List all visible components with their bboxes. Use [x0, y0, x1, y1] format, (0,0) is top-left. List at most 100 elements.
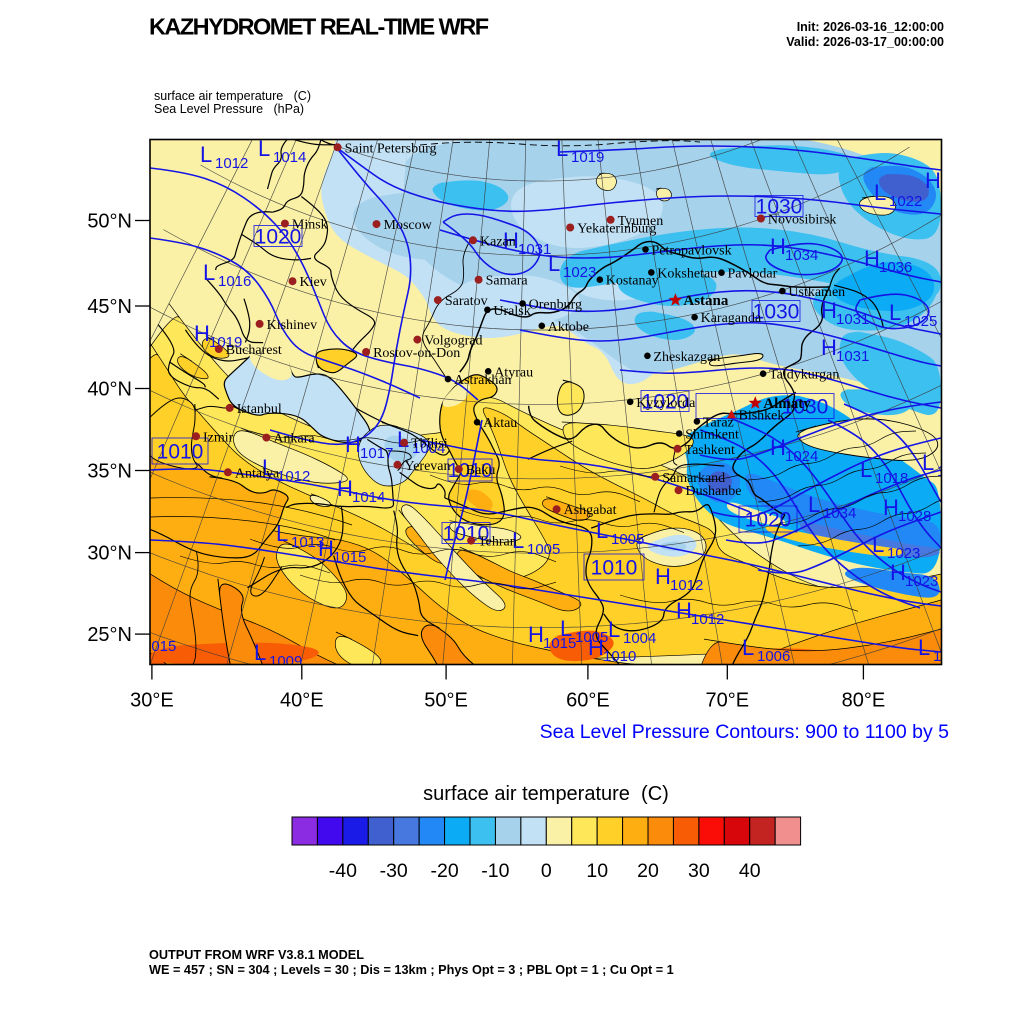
svg-text:L: L [512, 528, 524, 553]
svg-text:Saratov: Saratov [445, 294, 488, 309]
svg-text:H: H [864, 246, 880, 271]
svg-text:30: 30 [688, 860, 710, 882]
svg-text:1022: 1022 [889, 193, 922, 210]
svg-text:50°E: 50°E [424, 690, 468, 712]
svg-text:Orenburg: Orenburg [529, 298, 582, 313]
svg-text:1023: 1023 [563, 264, 596, 281]
svg-text:L: L [203, 260, 215, 285]
svg-text:Tashkent: Tashkent [685, 443, 735, 458]
svg-text:35°N: 35°N [87, 461, 132, 483]
svg-text:1015: 1015 [543, 635, 576, 652]
svg-text:Novosibirsk: Novosibirsk [768, 213, 836, 228]
svg-text:L: L [596, 518, 608, 543]
svg-text:Kazan: Kazan [480, 234, 516, 249]
svg-text:1012: 1012 [215, 155, 248, 172]
svg-text:1025: 1025 [904, 313, 937, 330]
svg-text:-40: -40 [329, 860, 357, 882]
svg-text:H: H [770, 435, 786, 460]
svg-text:H: H [655, 564, 671, 589]
svg-text:Pavlodar: Pavlodar [728, 267, 778, 282]
svg-text:1010: 1010 [157, 441, 204, 464]
svg-text:1005: 1005 [611, 531, 644, 548]
svg-text:Sea Level Pressure (hPa): Sea Level Pressure (hPa) [154, 102, 304, 116]
svg-text:Karaganda: Karaganda [701, 311, 762, 326]
svg-text:50°N: 50°N [87, 211, 132, 233]
svg-text:H: H [337, 476, 353, 501]
svg-text:L: L [258, 136, 270, 161]
svg-text:1023: 1023 [905, 573, 938, 590]
svg-text:Shimkent: Shimkent [685, 428, 739, 443]
svg-text:1030: 1030 [753, 301, 800, 324]
svg-text:Sea Level Pressure Contours: 9: Sea Level Pressure Contours: 900 to 1100… [540, 721, 950, 743]
svg-text:H: H [821, 335, 837, 360]
svg-text:1006: 1006 [757, 648, 790, 665]
svg-text:1016: 1016 [218, 273, 251, 290]
svg-text:1015: 1015 [143, 638, 176, 655]
svg-text:Kokshetau: Kokshetau [657, 266, 717, 281]
svg-text:Kiev: Kiev [300, 275, 327, 290]
svg-text:40°E: 40°E [280, 690, 324, 712]
svg-text:Ustkamen: Ustkamen [788, 285, 845, 300]
svg-text:1034: 1034 [823, 505, 856, 522]
svg-text:1031: 1031 [836, 311, 869, 328]
svg-text:Minsk: Minsk [292, 218, 328, 233]
svg-text:Antalya: Antalya [235, 466, 280, 481]
svg-text:L: L [742, 635, 754, 660]
svg-text:Saint Petersburg: Saint Petersburg [345, 141, 437, 156]
svg-text:L: L [608, 617, 620, 642]
svg-text:Aktobe: Aktobe [548, 320, 589, 335]
svg-text:Kyzylorda: Kyzylorda [636, 396, 696, 411]
svg-text:Ashgabat: Ashgabat [564, 503, 617, 518]
svg-text:1010: 1010 [603, 648, 636, 665]
svg-text:WE = 457 ; SN = 304 ; Levels =: WE = 457 ; SN = 304 ; Levels = 30 ; Dis … [149, 963, 674, 977]
svg-text:0: 0 [541, 860, 552, 882]
svg-text:45°N: 45°N [87, 296, 132, 318]
svg-text:Kishinev: Kishinev [267, 318, 318, 333]
svg-text:70°E: 70°E [706, 690, 750, 712]
svg-text:L: L [808, 492, 820, 517]
svg-text:1013: 1013 [291, 534, 324, 551]
svg-text:L: L [872, 532, 884, 557]
svg-text:Almaty: Almaty [763, 396, 811, 412]
svg-text:40: 40 [739, 860, 761, 882]
svg-text:Astana: Astana [683, 293, 729, 309]
svg-text:1028: 1028 [898, 508, 931, 525]
svg-text:H: H [503, 228, 519, 253]
svg-text:Bishkek: Bishkek [739, 409, 785, 424]
svg-text:1005: 1005 [575, 629, 608, 646]
svg-text:H: H [883, 495, 899, 520]
svg-text:Samara: Samara [486, 274, 529, 289]
svg-text:Kostanay: Kostanay [606, 274, 659, 289]
svg-text:1030: 1030 [782, 396, 829, 419]
svg-text:1023: 1023 [887, 545, 920, 562]
svg-text:L: L [889, 300, 901, 325]
svg-text:1005: 1005 [527, 541, 560, 558]
svg-text:Tyumen: Tyumen [618, 214, 664, 229]
svg-text:L: L [548, 251, 560, 276]
svg-text:1034: 1034 [785, 247, 818, 264]
svg-text:1004: 1004 [623, 630, 656, 647]
svg-text:60°E: 60°E [566, 690, 610, 712]
svg-text:1012: 1012 [277, 468, 310, 485]
svg-text:Tehran: Tehran [478, 535, 517, 550]
svg-text:1004: 1004 [412, 440, 445, 457]
svg-text:1030: 1030 [756, 196, 803, 219]
svg-text:1024: 1024 [785, 448, 818, 465]
svg-text:Aktau: Aktau [483, 416, 517, 431]
svg-text:H: H [194, 321, 210, 346]
svg-text:40°N: 40°N [87, 379, 132, 401]
svg-text:-30: -30 [380, 860, 408, 882]
svg-text:1020: 1020 [745, 509, 792, 532]
svg-text:1019: 1019 [571, 149, 604, 166]
svg-text:H: H [890, 560, 906, 585]
svg-text:L: L [922, 450, 934, 475]
svg-text:KAZHYDROMET REAL-TIME WRF: KAZHYDROMET REAL-TIME WRF [149, 14, 489, 40]
svg-text:80°E: 80°E [842, 690, 886, 712]
svg-text:1020: 1020 [255, 226, 302, 249]
svg-text:1009: 1009 [269, 653, 302, 670]
svg-text:-20: -20 [431, 860, 459, 882]
svg-text:1017: 1017 [360, 445, 393, 462]
svg-text:Izmir: Izmir [203, 430, 234, 445]
svg-text:Yerevan: Yerevan [405, 459, 451, 474]
svg-text:L: L [262, 455, 274, 480]
